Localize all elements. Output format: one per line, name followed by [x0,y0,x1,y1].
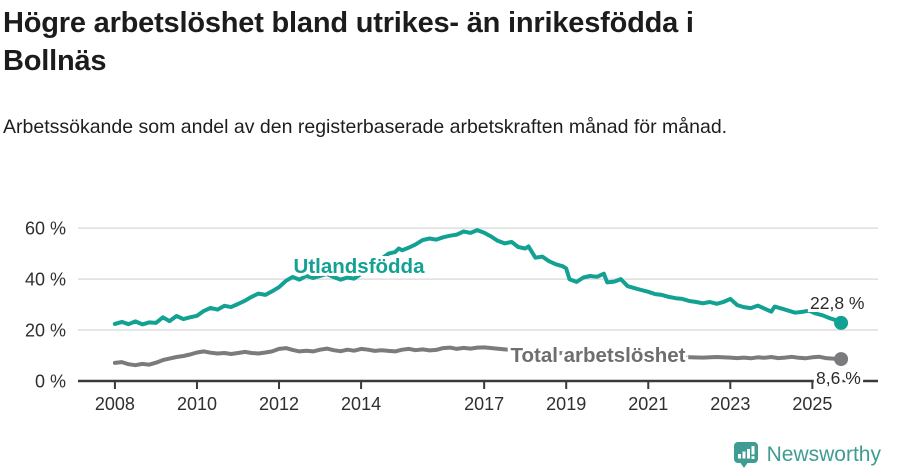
chart-title-line1: Högre arbetslöshet bland utrikes- än inr… [3,7,694,39]
y-axis-tick-label: 0 % [35,372,66,392]
x-axis-tick-label: 2023 [710,394,750,414]
x-axis-tick-label: 2017 [464,394,504,414]
chart-title: Högre arbetslöshet bland utrikes- än inr… [3,4,853,80]
chart-subtitle: Arbetssökande som andel av den registerb… [3,116,728,138]
series-label: Total arbetslöshet [510,344,685,367]
y-axis-tick-label: 20 % [25,321,66,341]
brand-name: Newsworthy [766,443,881,466]
x-axis-tick-label: 2010 [177,394,217,414]
x-axis-tick-label: 2012 [259,394,299,414]
series-end-dot [834,352,849,367]
series-line-total-arbetsl-shet [112,345,844,368]
x-axis-tick-label: 2019 [546,394,586,414]
chart-title-line2: Bollnäs [3,45,107,77]
newsworthy-bubble-barchart-icon [733,441,759,469]
series-end-value-label: 22,8 % [810,293,864,313]
brand-footer: Newsworthy [733,441,881,469]
x-axis-tick-label: 2025 [792,394,832,414]
series-line-utlandsf-dda [112,228,844,327]
x-axis-tick-label: 2014 [341,394,381,414]
y-axis-tick-label: 40 % [25,270,66,290]
series-end-value-label: 8,6 % [816,368,861,388]
y-axis-tick-label: 60 % [25,219,66,239]
series-end-dot [834,315,849,330]
series-label: Utlandsfödda [294,255,426,278]
x-axis-tick-label: 2021 [628,394,668,414]
x-axis-tick-label: 2008 [95,394,135,414]
